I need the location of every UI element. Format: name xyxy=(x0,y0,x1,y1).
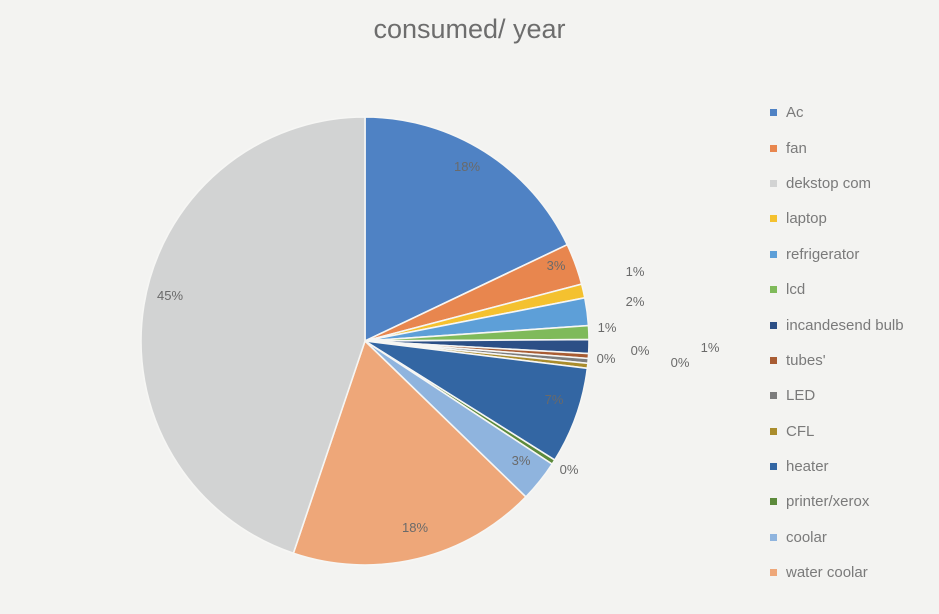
legend-item-led: LED xyxy=(770,378,904,413)
legend-swatch xyxy=(770,215,777,223)
legend-item-water-coolar: water coolar xyxy=(770,555,904,590)
legend-swatch xyxy=(770,179,777,187)
legend-label: laptop xyxy=(786,210,827,228)
legend-swatch xyxy=(770,286,777,294)
legend-swatch xyxy=(770,427,777,435)
legend-item-cfl: CFL xyxy=(770,414,904,449)
legend-label: fan xyxy=(786,139,807,157)
legend: Ac fan dekstop com laptop refrigerator lcd inc… xyxy=(770,95,904,590)
legend-label: tubes' xyxy=(786,351,826,369)
legend-swatch xyxy=(770,321,777,329)
chart-title: consumed/ year xyxy=(373,14,566,44)
legend-item-fan: fan xyxy=(770,130,904,165)
pie-slice-water-coolar xyxy=(292,339,527,566)
legend-label: heater xyxy=(786,458,829,476)
data-label-tubes: 0% xyxy=(597,351,616,366)
legend-swatch xyxy=(770,250,777,258)
pie-slice-ac xyxy=(364,116,569,343)
legend-item-tubes: tubes' xyxy=(770,343,904,378)
data-label-dekstop-com: 45% xyxy=(157,288,183,303)
legend-swatch xyxy=(770,463,777,471)
data-label-cfl: 0% xyxy=(671,355,690,370)
legend-item-lcd: lcd xyxy=(770,272,904,307)
legend-item-laptop: laptop xyxy=(770,201,904,236)
legend-item-coolar: coolar xyxy=(770,520,904,555)
legend-label: refrigerator xyxy=(786,245,860,263)
pie-slice-dekstop-com xyxy=(140,116,366,555)
legend-label: LED xyxy=(786,387,816,405)
legend-label: dekstop com xyxy=(786,174,872,192)
legend-swatch xyxy=(770,569,777,577)
legend-swatch xyxy=(770,498,777,506)
data-label-heater: 7% xyxy=(545,392,564,407)
legend-swatch xyxy=(770,109,777,117)
legend-item-heater: heater xyxy=(770,449,904,484)
legend-label: water coolar xyxy=(786,564,868,582)
data-label-lcd: 1% xyxy=(598,320,617,335)
legend-label: incandesend bulb xyxy=(786,316,904,334)
data-label-led: 0% xyxy=(631,343,650,358)
legend-label: printer/xerox xyxy=(786,493,870,511)
legend-swatch xyxy=(770,392,777,400)
data-label-water-coolar: 18% xyxy=(402,520,428,535)
legend-item-refrigerator: refrigerator xyxy=(770,237,904,272)
legend-label: lcd xyxy=(786,281,806,299)
legend-swatch xyxy=(770,144,777,152)
data-label-ac: 18% xyxy=(454,159,480,174)
legend-label: CFL xyxy=(786,422,815,440)
legend-swatch xyxy=(770,533,777,541)
legend-item-dekstop-com: dekstop com xyxy=(770,166,904,201)
data-label-laptop: 1% xyxy=(626,264,645,279)
legend-label: Ac xyxy=(786,104,804,122)
data-label-incandesend-bulb: 1% xyxy=(701,340,720,355)
data-label-refrigerator: 2% xyxy=(626,294,645,309)
data-label-coolar: 3% xyxy=(512,453,531,468)
legend-item-incandesend-bulb: incandesend bulb xyxy=(770,307,904,342)
legend-item-printer-xerox: printer/xerox xyxy=(770,484,904,519)
data-label-printer-xerox: 0% xyxy=(560,462,579,477)
legend-swatch xyxy=(770,356,777,364)
legend-item-ac: Ac xyxy=(770,95,904,130)
legend-label: coolar xyxy=(786,528,827,546)
data-label-fan: 3% xyxy=(547,258,566,273)
